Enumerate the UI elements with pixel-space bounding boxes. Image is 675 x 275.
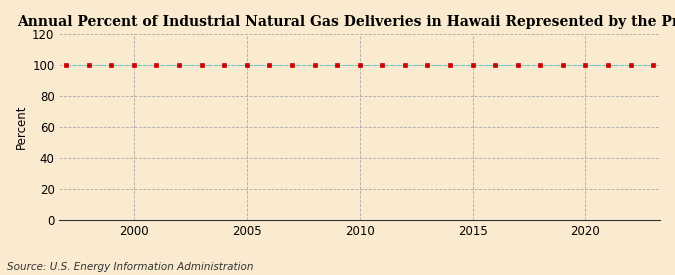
- Y-axis label: Percent: Percent: [15, 105, 28, 150]
- Text: Source: U.S. Energy Information Administration: Source: U.S. Energy Information Administ…: [7, 262, 253, 272]
- Title: Annual Percent of Industrial Natural Gas Deliveries in Hawaii Represented by the: Annual Percent of Industrial Natural Gas…: [18, 15, 675, 29]
